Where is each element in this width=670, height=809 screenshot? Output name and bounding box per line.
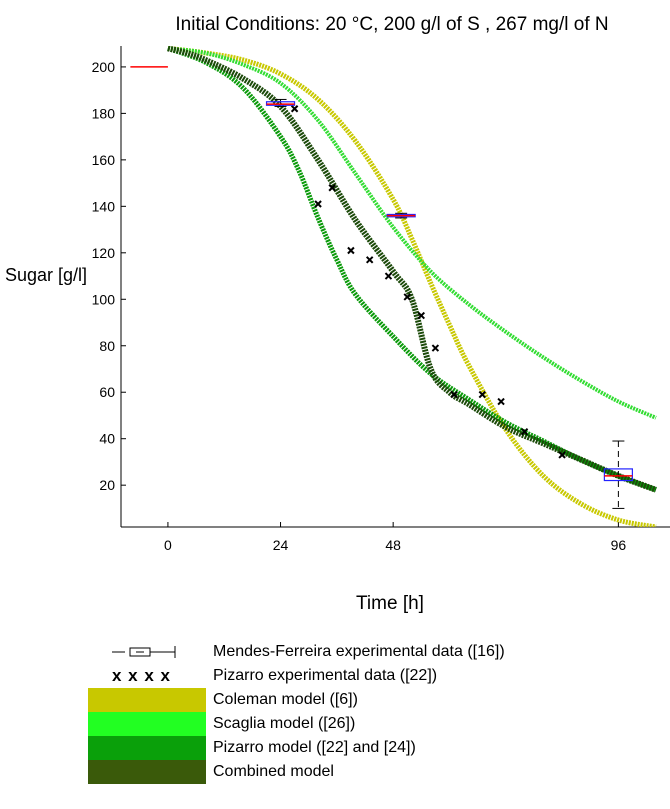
- legend-item-pizarro-model: Pizarro model ([22] and [24]): [0, 736, 670, 760]
- y-tick-label: 180: [92, 105, 116, 121]
- legend-label: Scaglia model ([26]): [213, 715, 356, 732]
- boxplot-icon: [112, 646, 176, 658]
- color-swatch: [88, 736, 206, 760]
- legend-item-pizarro-experimental: x x x x Pizarro experimental data ([22]): [0, 664, 670, 688]
- y-tick-label: 60: [99, 384, 115, 400]
- x-tick-label: 0: [164, 537, 172, 553]
- experimental-point: [365, 256, 374, 264]
- experimental-point: [314, 200, 322, 208]
- x-tick-label: 96: [611, 537, 627, 553]
- x-marker-icon: x x x x: [112, 666, 171, 685]
- experimental-point: [403, 293, 411, 301]
- boxplot-box: [603, 468, 633, 482]
- legend-label: Mendes-Ferreira experimental data ([16]): [213, 643, 505, 660]
- experimental-point: [347, 246, 355, 255]
- legend-item-coleman: Coleman model ([6]): [0, 688, 670, 712]
- color-swatch: [88, 760, 206, 784]
- legend-item-scaglia: Scaglia model ([26]): [0, 712, 670, 736]
- experimental-point: [417, 311, 426, 320]
- experimental-point: [328, 184, 336, 192]
- legend-item-mendes-ferreira: Mendes-Ferreira experimental data ([16]): [0, 640, 670, 664]
- experimental-point: [431, 344, 440, 352]
- experimental-point: [478, 390, 487, 399]
- sugar-time-chart: Initial Conditions: 20 °C, 200 g/l of S …: [5, 14, 670, 614]
- series-line-scaglia: [167, 46, 657, 420]
- legend-label: Coleman model ([6]): [213, 691, 358, 708]
- y-tick-label: 140: [92, 198, 116, 214]
- y-tick-label: 80: [99, 338, 115, 354]
- y-tick-label: 100: [92, 291, 116, 307]
- experimental-point: [384, 272, 393, 280]
- color-swatch: [88, 688, 206, 712]
- experimental-point: [520, 428, 529, 436]
- experimental-point: [290, 105, 299, 113]
- y-tick-label: 200: [92, 59, 116, 75]
- legend-item-combined: Combined model: [0, 760, 670, 784]
- legend-label: Pizarro model ([22] and [24]): [213, 739, 416, 756]
- x-axis-label: Time [h]: [356, 593, 424, 614]
- chart-title: Initial Conditions: 20 °C, 200 g/l of S …: [175, 14, 608, 35]
- y-tick-label: 20: [99, 477, 115, 493]
- x-tick-label: 48: [385, 537, 401, 553]
- legend: Mendes-Ferreira experimental data ([16])…: [0, 640, 670, 809]
- color-swatch: [88, 712, 206, 736]
- experimental-point: [450, 390, 458, 399]
- series-line-combined: [167, 46, 657, 493]
- series-line-coleman: [167, 46, 657, 527]
- y-tick-label: 120: [92, 245, 116, 261]
- plot-area: 20 40 60 80 100 120 140 160 180 200 0 24 48 96: [92, 46, 670, 553]
- y-axis-label: Sugar [g/l]: [5, 265, 87, 285]
- x-tick-label: 24: [273, 537, 289, 553]
- experimental-point: [497, 397, 505, 406]
- y-tick-label: 40: [99, 431, 115, 447]
- legend-label: Combined model: [213, 763, 334, 780]
- series-line-pizarro: [167, 46, 657, 493]
- y-tick-label: 160: [92, 152, 116, 168]
- experimental-point: [558, 451, 566, 459]
- legend-label: Pizarro experimental data ([22]): [213, 667, 438, 684]
